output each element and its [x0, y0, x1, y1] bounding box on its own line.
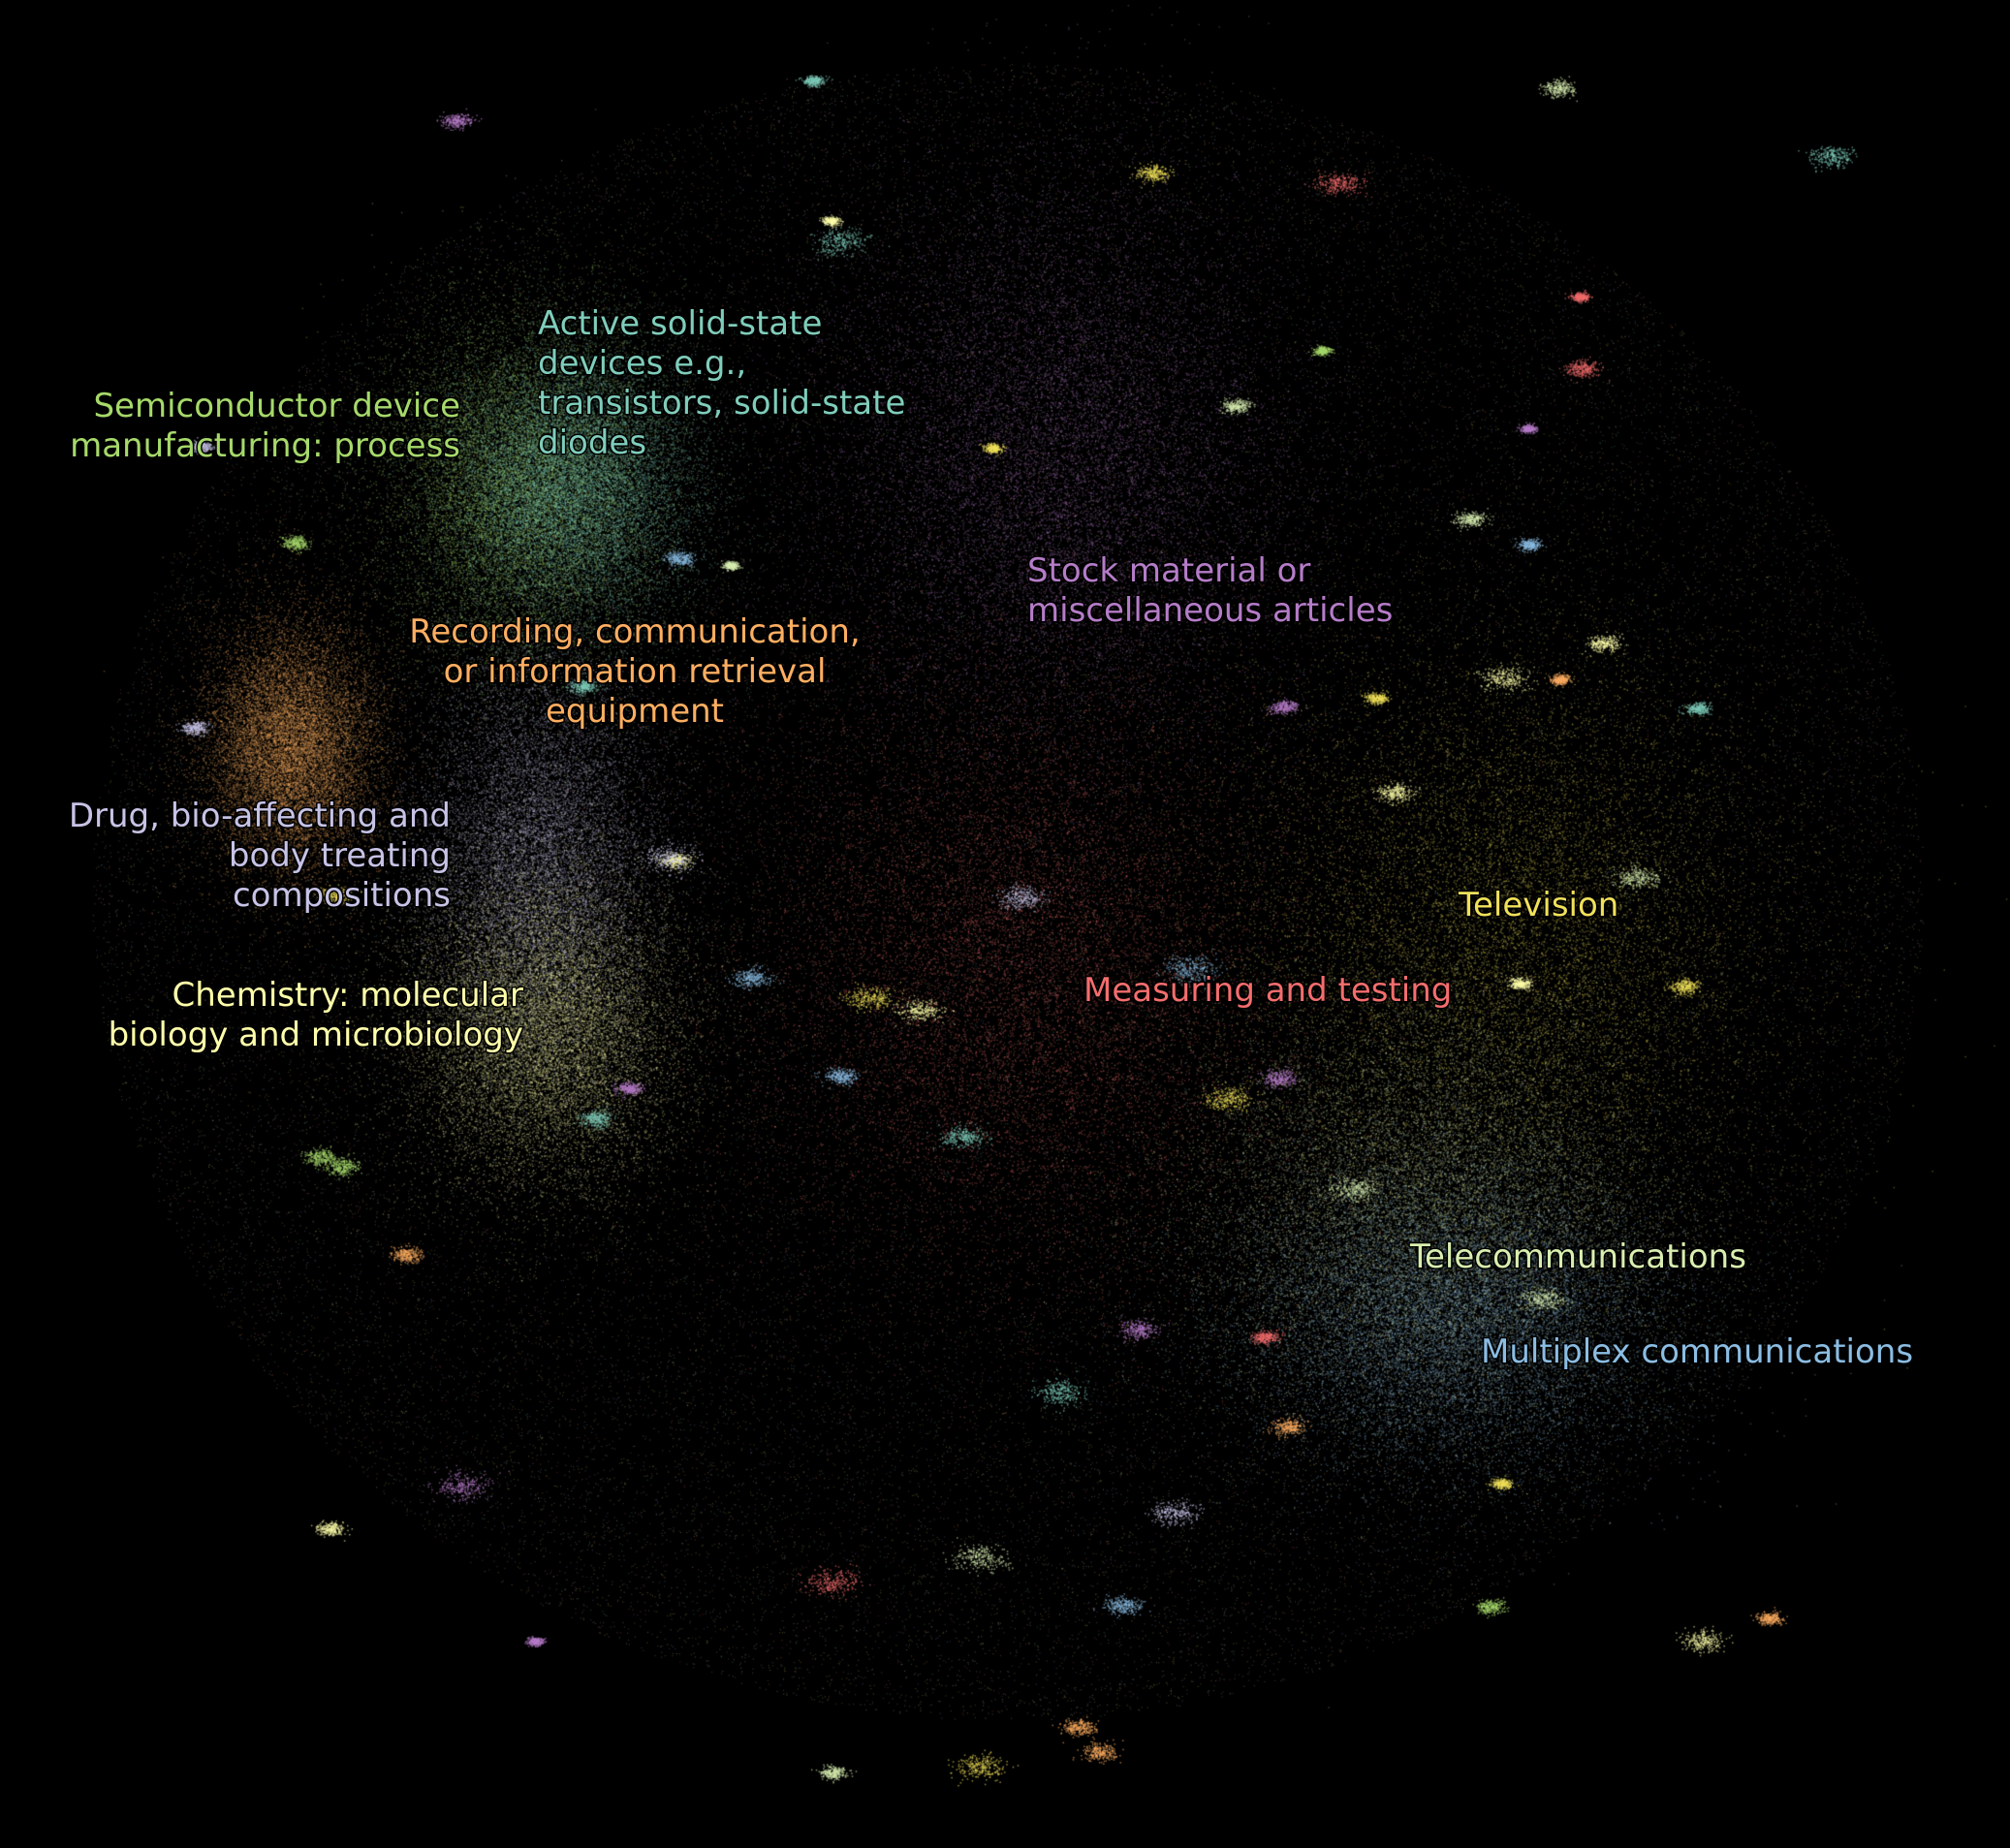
cluster-label-line: transistors, solid-state [538, 384, 905, 423]
cluster-label-line: Recording, communication, [409, 612, 860, 651]
cluster-label: Active solid-state devices e.g., transisto… [538, 304, 905, 462]
cluster-label-line: Measuring and testing [1084, 971, 1452, 1010]
cluster-label-line: Active solid-state [538, 304, 822, 343]
cluster-label-line: diodes [538, 423, 646, 462]
cluster-label-line: devices e.g., [538, 344, 746, 383]
cluster-label: Multiplex communications [1481, 1332, 1913, 1371]
cluster-label-line: Semiconductor device [93, 387, 460, 425]
cluster-label: Television [1458, 886, 1618, 924]
cluster-label: Measuring and testing [1084, 971, 1452, 1010]
cluster-label-line: Multiplex communications [1481, 1332, 1913, 1371]
cluster-label: Stock material or miscellaneous articles [1027, 551, 1393, 630]
cluster-label-line: or information retrieval [444, 652, 827, 691]
cluster-label: Semiconductor device manufacturing: proce… [70, 387, 460, 465]
cluster-label: Recording, communication, or information … [409, 612, 860, 731]
cluster-label-line: body treating [229, 836, 451, 875]
cluster-label: Chemistry: molecular biology and microbio… [109, 976, 523, 1054]
cluster-label: Telecommunications [1409, 1237, 1746, 1276]
cluster-label-line: Chemistry: molecular [173, 976, 524, 1015]
cluster-label-line: Drug, bio-affecting and [69, 797, 451, 835]
cluster-label-line: Telecommunications [1409, 1237, 1746, 1276]
cluster-label-line: Television [1458, 886, 1618, 924]
cluster-label-line: biology and microbiology [109, 1016, 523, 1054]
cluster-label-line: equipment [546, 692, 724, 731]
cluster-label-line: Stock material or [1027, 551, 1310, 590]
cluster-label: Drug, bio-affecting and body treating comp… [69, 797, 451, 915]
cluster-label-line: compositions [233, 876, 451, 915]
cluster-label-line: manufacturing: process [70, 426, 460, 465]
cluster-label-line: miscellaneous articles [1027, 591, 1393, 630]
